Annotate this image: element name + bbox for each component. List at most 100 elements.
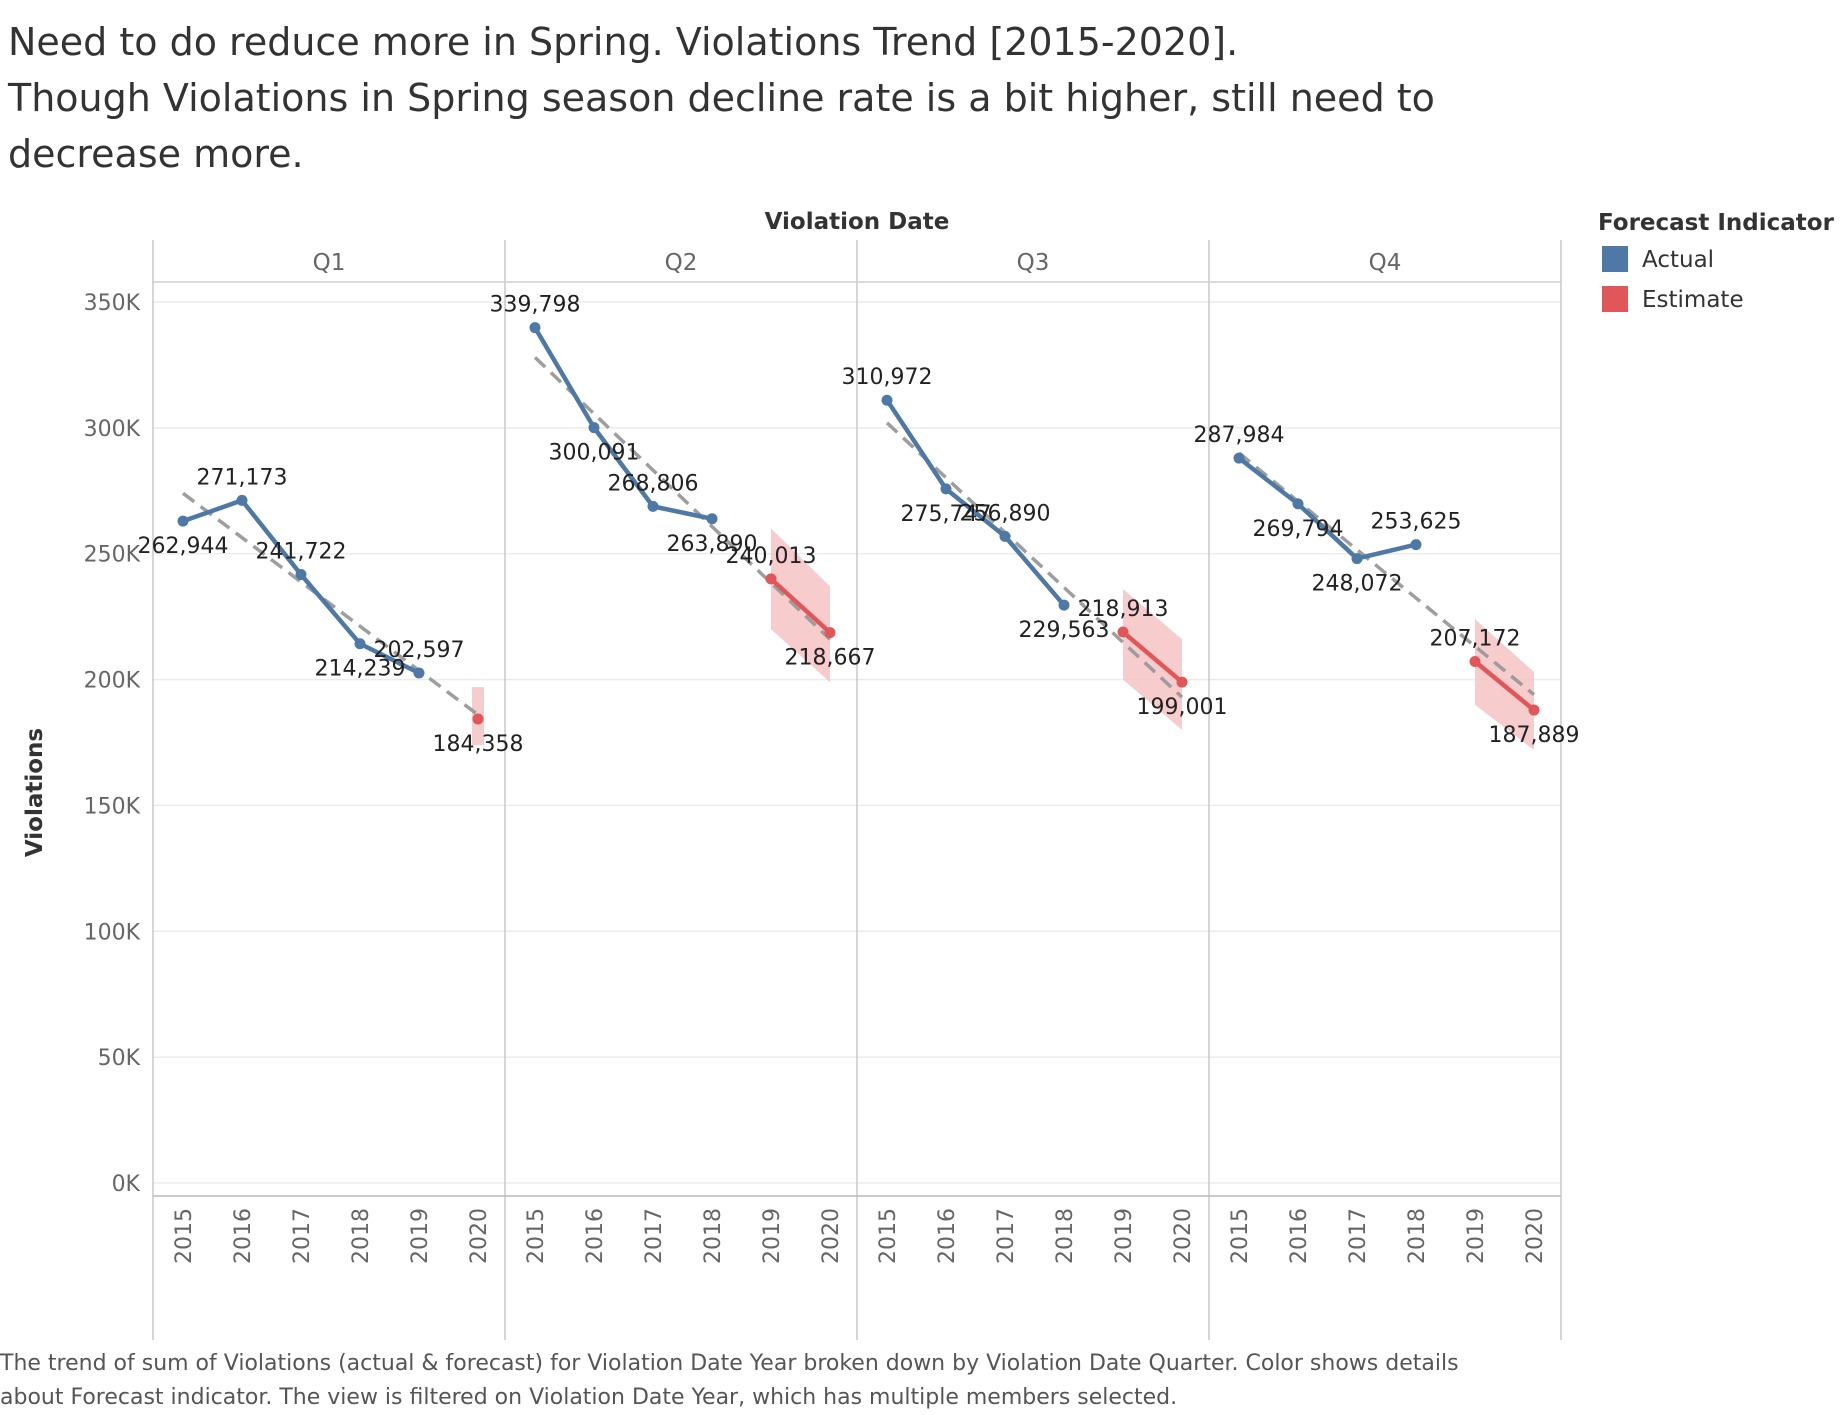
actual-line-q4 [1237, 456, 1417, 561]
x-tick-label: 2017 [642, 1208, 667, 1264]
data-label: 241,722 [256, 540, 347, 565]
x-tick-label: 2018 [1053, 1208, 1078, 1264]
x-tick-label: 2019 [408, 1208, 433, 1264]
legend-label-estimate: Estimate [1642, 287, 1744, 313]
trend-line-q2 [533, 356, 832, 641]
legend-label-actual: Actual [1642, 247, 1714, 273]
x-tick-label: 2016 [231, 1208, 256, 1264]
data-label: 184,358 [433, 732, 524, 757]
trend-lines [181, 356, 1536, 717]
actual-point-q1-2017 [295, 569, 307, 581]
trend-line-q3 [885, 421, 1184, 699]
estimate-point-q3-2020 [1176, 676, 1188, 688]
actual-point-q2-2018 [706, 513, 718, 525]
x-tick-label: 2017 [1346, 1208, 1371, 1264]
actual-point-q1-2018 [354, 638, 366, 650]
data-label: 229,563 [1019, 618, 1110, 643]
legend: Forecast Indicator Actual Estimate [1598, 210, 1835, 313]
trend-line-q4 [1237, 451, 1536, 697]
x-tick-label: 2018 [701, 1208, 726, 1264]
actual-point-q3-2018 [1058, 599, 1070, 611]
estimate-point-q3-2019 [1117, 626, 1129, 638]
actual-point-q4-2017 [1351, 553, 1363, 565]
y-tick-label: 0K [112, 1172, 141, 1197]
data-label: 268,806 [608, 471, 699, 496]
chart-title: Need to do reduce more in Spring. Violat… [8, 14, 1568, 182]
data-label: 218,913 [1078, 597, 1169, 622]
x-tick-label: 2017 [290, 1208, 315, 1264]
data-label: 187,889 [1489, 723, 1580, 748]
axes: Violation Date 0K 50K 100K 150K 200K 250K 300K 3… [22, 209, 1561, 1264]
estimate-point-q1-2020 [472, 713, 484, 725]
actual-point-q1-2015 [177, 515, 189, 527]
legend-title: Forecast Indicator [1598, 210, 1835, 236]
data-label: 300,091 [549, 441, 640, 466]
x-tick-label: 2015 [876, 1208, 901, 1264]
x-tick-label: 2020 [1523, 1208, 1548, 1264]
x-tick-label: 2020 [1171, 1208, 1196, 1264]
y-tick-label: 50K [98, 1046, 141, 1071]
actual-point-q1-2016 [236, 494, 248, 506]
x-tick-label: 2015 [524, 1208, 549, 1264]
actual-point-q4-2016 [1292, 498, 1304, 510]
estimate-point-q2-2019 [765, 573, 777, 585]
data-label: 287,984 [1194, 423, 1285, 448]
data-label: 263,890 [667, 532, 758, 557]
data-label: 253,625 [1371, 510, 1462, 535]
title-line-1: Need to do reduce more in Spring. Violat… [8, 20, 1239, 64]
actual-point-q1-2019 [413, 667, 425, 679]
y-tick-label: 350K [84, 291, 141, 316]
forecast-bands [472, 528, 1534, 751]
y-tick-label: 150K [84, 794, 141, 819]
column-header-label: Violation Date [765, 209, 950, 235]
panel-header-q4: Q4 [1369, 250, 1402, 276]
x-tick-label: 2020 [819, 1208, 844, 1264]
actual-point-q3-2015 [881, 394, 893, 406]
x-tick-label: 2015 [172, 1208, 197, 1264]
estimate-point-q4-2019 [1469, 656, 1481, 668]
estimate-point-q2-2020 [824, 627, 836, 639]
data-label: 271,173 [197, 465, 288, 490]
x-tick-label: 2018 [1405, 1208, 1430, 1264]
caption-line-1: The trend of sum of Violations (actual &… [0, 1351, 1459, 1376]
chart-caption: The trend of sum of Violations (actual &… [0, 1347, 1560, 1415]
y-axis-title: Violations [22, 728, 48, 857]
actual-line-q2 [533, 326, 713, 521]
x-tick-label: 2016 [1287, 1208, 1312, 1264]
data-label: 248,072 [1312, 572, 1403, 597]
title-line-2: Though Violations in Spring season decli… [8, 76, 1435, 120]
data-label: 207,172 [1430, 627, 1521, 652]
data-label: 202,597 [374, 638, 465, 663]
panel-header-q3: Q3 [1017, 250, 1050, 276]
estimate-line-q3 [1121, 630, 1184, 684]
caption-line-2: about Forecast indicator. The view is fi… [0, 1385, 1178, 1410]
panel-header-q1: Q1 [313, 250, 346, 276]
x-tick-label: 2016 [935, 1208, 960, 1264]
trend-line-q1 [181, 491, 480, 717]
actual-point-q4-2018 [1410, 539, 1422, 551]
x-tick-label: 2017 [994, 1208, 1019, 1264]
actual-point-q3-2016 [940, 483, 952, 495]
estimate-line-q2 [769, 577, 832, 635]
data-label: 262,944 [138, 534, 229, 559]
actual-line-q3 [885, 398, 1066, 607]
data-label: 256,890 [960, 501, 1051, 526]
actual-point-q4-2015 [1233, 452, 1245, 464]
data-label: 214,239 [315, 657, 406, 682]
data-label: 199,001 [1137, 695, 1228, 720]
x-tick-label: 2016 [583, 1208, 608, 1264]
x-tick-label: 2019 [1112, 1208, 1137, 1264]
y-tick-label: 300K [84, 417, 141, 442]
series-points [177, 322, 1540, 725]
y-tick-label: 200K [84, 669, 141, 694]
panel-header-q2: Q2 [665, 250, 698, 276]
title-line-3: decrease more. [8, 132, 304, 176]
x-tick-label: 2020 [467, 1208, 492, 1264]
data-label: 275,747 [901, 502, 992, 527]
x-tick-label: 2019 [1464, 1208, 1489, 1264]
x-tick-label: 2019 [760, 1208, 785, 1264]
data-label: 240,013 [726, 544, 817, 569]
data-label: 218,667 [785, 646, 876, 671]
